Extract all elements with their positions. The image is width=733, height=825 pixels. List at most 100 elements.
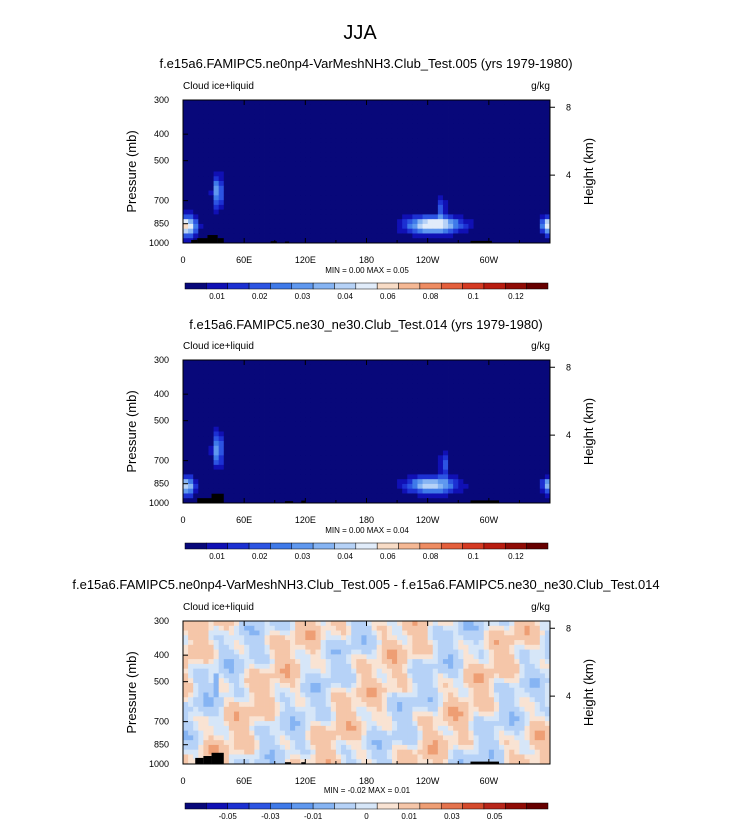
field-cell	[295, 152, 301, 158]
field-cell	[371, 635, 378, 641]
field-cell	[351, 469, 357, 475]
field-cell	[341, 195, 347, 201]
field-cell	[300, 364, 306, 370]
field-cell	[341, 214, 347, 220]
field-cell	[371, 644, 378, 650]
field-cell	[284, 393, 291, 399]
field-cell	[493, 488, 500, 494]
field-cell	[499, 460, 505, 466]
field-cell	[366, 166, 372, 172]
field-cell	[249, 109, 255, 115]
field-cell	[346, 483, 352, 490]
field-cell	[300, 123, 306, 129]
field-cell	[458, 635, 464, 641]
field-cell	[524, 171, 531, 177]
field-cell	[544, 649, 551, 655]
terrain-block	[470, 240, 492, 243]
field-cell	[366, 195, 372, 201]
field-cell	[183, 138, 189, 144]
field-cell	[244, 407, 250, 413]
field-cell	[351, 393, 357, 399]
field-cell	[376, 166, 383, 172]
field-cell	[356, 209, 362, 215]
field-cell	[432, 233, 439, 239]
field-cell	[330, 238, 337, 244]
field-cell	[493, 181, 500, 187]
field-cell	[351, 450, 357, 456]
field-cell	[188, 654, 194, 660]
field-cell	[335, 379, 342, 385]
field-cell	[417, 498, 423, 504]
field-cell	[422, 398, 429, 404]
field-cell	[488, 128, 495, 134]
field-cell	[259, 104, 265, 110]
field-cell	[499, 640, 505, 646]
field-cell	[534, 488, 541, 494]
field-cell	[193, 374, 199, 380]
field-cell	[274, 498, 281, 504]
field-cell	[478, 483, 485, 490]
field-cell	[458, 469, 464, 475]
field-cell	[284, 152, 291, 158]
field-cell	[493, 407, 500, 413]
field-cell	[407, 142, 413, 149]
field-cell	[325, 166, 332, 172]
field-cell	[188, 479, 194, 485]
field-cell	[422, 388, 429, 394]
field-cell	[279, 426, 286, 432]
field-cell	[259, 455, 265, 461]
field-cell	[218, 114, 225, 120]
field-cell	[442, 379, 449, 385]
field-cell	[478, 421, 485, 428]
field-cell	[356, 412, 362, 418]
field-cell	[193, 147, 199, 153]
field-cell	[203, 421, 209, 428]
field-cell	[499, 431, 505, 437]
field-cell	[213, 464, 220, 471]
field-cell	[458, 621, 464, 627]
field-cell	[233, 147, 240, 153]
field-cell	[407, 166, 413, 172]
field-cell	[458, 119, 464, 125]
field-cell	[203, 436, 209, 442]
field-cell	[427, 190, 434, 196]
field-cell	[544, 223, 551, 230]
colorbar-box	[376, 282, 399, 290]
field-cell	[361, 649, 367, 655]
field-cell	[315, 128, 322, 134]
field-cell	[188, 109, 194, 115]
field-cell	[269, 219, 276, 225]
field-cell	[208, 138, 214, 144]
field-cell	[228, 114, 235, 120]
field-cell	[458, 488, 464, 494]
field-cell	[198, 388, 204, 394]
field-cell	[335, 238, 342, 244]
field-cell	[422, 157, 429, 163]
field-cell	[264, 185, 271, 191]
field-cell	[233, 644, 240, 650]
field-cell	[320, 214, 327, 220]
field-cell	[208, 398, 214, 404]
field-cell	[315, 450, 322, 456]
field-cell	[218, 483, 225, 490]
field-cell	[233, 640, 240, 646]
field-cell	[453, 479, 459, 485]
field-cell	[233, 393, 240, 399]
field-cell	[254, 436, 260, 442]
field-cell	[397, 233, 403, 239]
field-cell	[320, 479, 327, 485]
field-cell	[264, 195, 271, 201]
field-cell	[218, 640, 225, 646]
field-cell	[284, 176, 291, 182]
field-cell	[427, 625, 434, 631]
field-cell	[279, 166, 286, 172]
field-cell	[473, 635, 480, 641]
field-cell	[239, 625, 245, 631]
field-cell	[279, 407, 286, 413]
field-cell	[519, 223, 525, 230]
field-cell	[504, 109, 510, 115]
field-cell	[478, 185, 485, 191]
field-cell	[432, 147, 439, 153]
field-cell	[402, 479, 408, 485]
field-cell	[473, 195, 480, 201]
